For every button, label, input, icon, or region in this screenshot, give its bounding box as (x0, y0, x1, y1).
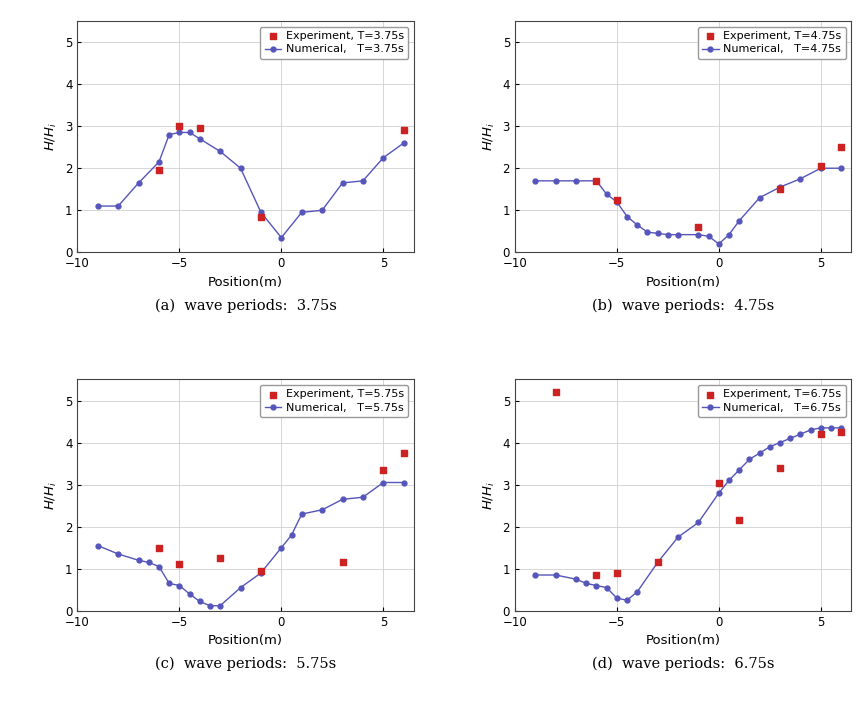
Point (610, 567, 624, 578)
X-axis label: Position(m): Position(m) (208, 634, 283, 647)
Point (152, 542, 166, 553)
Text: (a)  wave periods:  3.75s: (a) wave periods: 3.75s (155, 298, 336, 313)
Text: (d)  wave periods:  6.75s: (d) wave periods: 6.75s (592, 657, 774, 671)
Point (254, 565, 267, 576)
Point (773, 184, 787, 195)
Point (173, 121, 187, 132)
Point (193, 123, 206, 134)
Point (335, 557, 349, 568)
Text: (c)  wave periods:  5.75s: (c) wave periods: 5.75s (155, 657, 336, 671)
Point (152, 165, 166, 176)
Point (610, 194, 624, 206)
Legend: Experiment, T=6.75s, Numerical,   T=6.75s: Experiment, T=6.75s, Numerical, T=6.75s (697, 385, 846, 417)
Point (691, 221, 705, 232)
Point (834, 142, 848, 153)
X-axis label: Position(m): Position(m) (208, 276, 283, 289)
Y-axis label: $H/H_i$: $H/H_i$ (482, 122, 497, 151)
Point (213, 552, 227, 564)
Point (651, 557, 665, 568)
Point (814, 161, 827, 172)
Point (377, 464, 390, 475)
Point (590, 176, 604, 187)
Legend: Experiment, T=5.75s, Numerical,   T=5.75s: Experiment, T=5.75s, Numerical, T=5.75s (261, 385, 408, 417)
Legend: Experiment, T=3.75s, Numerical,   T=3.75s: Experiment, T=3.75s, Numerical, T=3.75s (261, 27, 408, 59)
Point (814, 428, 827, 439)
Y-axis label: $H/H_i$: $H/H_i$ (45, 481, 59, 510)
Point (834, 426, 848, 437)
X-axis label: Position(m): Position(m) (646, 276, 721, 289)
Point (590, 569, 604, 581)
Point (773, 462, 787, 473)
Point (733, 515, 746, 526)
X-axis label: Position(m): Position(m) (646, 634, 721, 647)
Point (549, 387, 562, 398)
Point (396, 125, 410, 136)
Point (712, 477, 726, 488)
Point (396, 447, 410, 458)
Point (173, 559, 187, 570)
Point (254, 211, 267, 223)
Text: (b)  wave periods:  4.75s: (b) wave periods: 4.75s (592, 298, 774, 313)
Legend: Experiment, T=4.75s, Numerical,   T=4.75s: Experiment, T=4.75s, Numerical, T=4.75s (697, 27, 846, 59)
Y-axis label: $H/H_i$: $H/H_i$ (482, 481, 497, 510)
Y-axis label: $H/H_i$: $H/H_i$ (45, 122, 59, 151)
